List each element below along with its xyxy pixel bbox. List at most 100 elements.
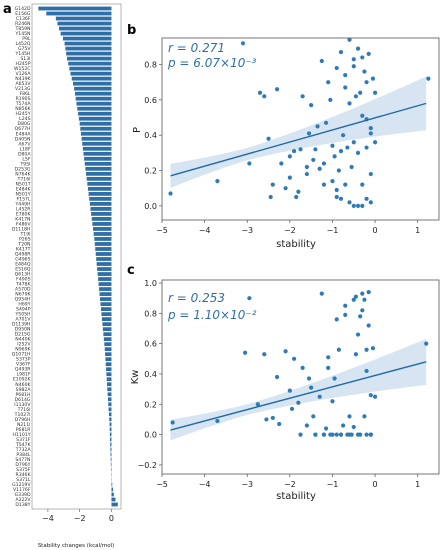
y-tick-label: 1.0: [144, 279, 157, 288]
scatter-point: [300, 94, 305, 99]
scatter-point: [298, 432, 303, 437]
y-tick-label: 0.0: [144, 431, 157, 440]
scatter-point: [351, 424, 356, 430]
bar-H69Y: [100, 302, 112, 306]
bar-chart-x-ticks: −4 −2 0: [42, 509, 114, 523]
bar-label-S494P: S494P: [16, 307, 31, 313]
scatter-point: [336, 168, 341, 173]
p-scatter-points: [168, 37, 431, 208]
scatter-point: [292, 356, 297, 361]
regression-line: [170, 102, 427, 177]
scatter-point: [355, 332, 361, 337]
bar-Q1071H: [105, 352, 112, 357]
scatter-point: [360, 182, 365, 187]
bar-N969K: [104, 347, 112, 352]
scatter-point: [364, 432, 369, 437]
scatter-point: [243, 350, 248, 355]
scatter-point: [351, 64, 356, 69]
bar-label-D950N: D950N: [15, 327, 31, 333]
bar-label-N439K: N439K: [15, 76, 31, 82]
bar-Q493R: [106, 367, 112, 372]
scatter-point: [277, 421, 282, 427]
scatter-point: [338, 50, 344, 55]
scatter-point: [353, 294, 358, 299]
bar-label-R346K: R346K: [16, 472, 32, 478]
bar-chart-bars: [38, 6, 118, 507]
scatter-point: [287, 154, 292, 159]
bar-label-D80G: D80G: [18, 121, 31, 127]
bar-label-N764K: N764K: [15, 171, 31, 177]
bar-A67V: [82, 141, 112, 146]
bar-label-P26S: P26S: [19, 236, 31, 242]
scatter-point: [347, 101, 352, 106]
scatter-point: [321, 161, 327, 166]
scatter-point: [338, 432, 344, 437]
scatter-point: [287, 175, 292, 180]
scatter-point: [372, 90, 378, 95]
bar-label-E780K: E780K: [16, 211, 32, 217]
bar-label-Q613H: Q613H: [15, 272, 31, 278]
x-tick-label: 0: [373, 480, 378, 489]
bar-x-tick-label: 0: [109, 514, 114, 523]
bar-F157L: [89, 196, 112, 201]
x-tick-label: 1: [415, 480, 420, 489]
y-tick-label: 0.2: [144, 167, 157, 176]
bar-N764K: [86, 171, 112, 176]
bar-T859N: [59, 26, 112, 31]
bar-S373P: [105, 357, 112, 362]
scatter-point: [311, 157, 316, 163]
scatter-point: [298, 147, 303, 152]
bar-label-F490S: F490S: [16, 277, 30, 283]
bar-label-P681H: P681H: [16, 392, 31, 398]
confidence-band-area: [170, 338, 427, 441]
bar-label-N501Y: N501Y: [15, 191, 30, 197]
bar-N856K: [77, 106, 112, 111]
bar-Y449H: [89, 201, 112, 206]
bar-P26S: [94, 237, 112, 241]
bar-F486V: [92, 222, 112, 226]
scatter-point: [326, 355, 331, 360]
bar-D138Y: [111, 502, 118, 507]
bar-E780K: [91, 212, 112, 216]
kw-x-axis-label: stability: [276, 491, 316, 502]
scatter-point: [240, 41, 246, 46]
scatter-point: [351, 140, 356, 145]
scatter-point: [362, 414, 367, 419]
scatter-point: [368, 200, 373, 205]
bar-label-D796H: D796H: [15, 417, 31, 423]
p-annotation-p: p = 6.07×10⁻³: [167, 56, 257, 70]
bar-label-Q1071H: Q1071H: [12, 352, 31, 358]
bar-label-S13I: S13I: [20, 56, 30, 62]
bar-Y145H: [66, 51, 112, 56]
x-tick-label: 0: [373, 226, 378, 235]
bar-label-S375F: S375F: [16, 467, 31, 473]
scatter-point: [368, 171, 373, 177]
bar-A570D: [99, 287, 112, 291]
scatter-point: [287, 388, 292, 393]
bar-label-E516Q: E516Q: [15, 267, 31, 273]
p-scatter-plot: −5 −4 −3 −2 −1 0 1 0.0 0.2 0.4 0.6 0.8 r = 0.271 p…: [132, 37, 440, 250]
bar-label-Y145H: Y145H: [14, 51, 30, 57]
scatter-point: [215, 418, 220, 424]
scatter-point: [370, 346, 376, 351]
bar-D215G: [103, 332, 112, 337]
bar-label-L5F: L5F: [22, 156, 30, 162]
bar-D614G: [107, 397, 112, 402]
p-annotation-r: r = 0.271: [168, 41, 225, 55]
scatter-point: [283, 186, 288, 191]
bar-P9L: [62, 36, 112, 41]
bar-label-T859N: T859N: [14, 26, 30, 32]
scatter-point: [215, 179, 220, 184]
bar-label-R246N: R246N: [15, 21, 30, 27]
scatter-point: [351, 203, 356, 208]
bar-chart-frame: [31, 3, 122, 510]
bar-D80G: [79, 121, 112, 126]
bar-G496S: [96, 257, 112, 261]
bar-label-S373P: S373P: [16, 357, 31, 363]
bar-G339D: [111, 492, 114, 497]
scatter-point: [343, 312, 348, 317]
scatter-point: [330, 179, 335, 184]
bar-label-H245P: H245P: [16, 61, 31, 67]
bar-N439K: [71, 76, 112, 81]
bar-label-A701V: A701V: [15, 317, 31, 323]
